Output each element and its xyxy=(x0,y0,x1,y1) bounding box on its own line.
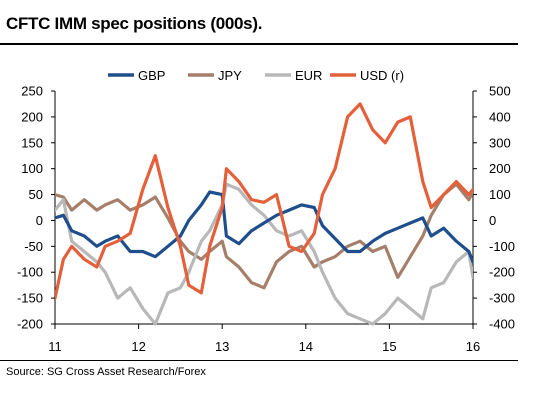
x-tick-label: 12 xyxy=(131,339,145,354)
right-tick-label: 500 xyxy=(489,84,511,99)
title-rule xyxy=(0,43,518,45)
right-tick-label: 200 xyxy=(489,161,511,176)
legend-label: EUR xyxy=(295,68,322,83)
left-tick-label: -150 xyxy=(17,291,43,306)
x-tick-label: 11 xyxy=(48,339,62,354)
left-axis: 250 200 150 100 50 0 -50 -100 -150 -200 xyxy=(17,84,56,332)
right-tick-label: 400 xyxy=(489,109,511,124)
left-tick-label: 250 xyxy=(21,84,43,99)
right-axis: 500 400 300 200 100 0 -100 -200 -300 -400 xyxy=(472,84,515,332)
left-tick-label: -200 xyxy=(17,317,43,332)
left-tick-label: -50 xyxy=(24,239,43,254)
right-tick-label: 300 xyxy=(489,135,511,150)
series-line-jpy xyxy=(55,182,473,290)
source-note: Source: SG Cross Asset Research/Forex xyxy=(6,366,206,378)
x-tick-label: 16 xyxy=(466,339,480,354)
left-tick-label: 150 xyxy=(21,135,43,150)
x-tick-label: 13 xyxy=(215,339,229,354)
right-tick-label: -300 xyxy=(489,291,515,306)
right-tick-label: -200 xyxy=(489,265,515,280)
chart-title: CFTC IMM spec positions (000s). xyxy=(6,14,263,33)
legend-label: JPY xyxy=(218,68,242,83)
right-tick-label: -400 xyxy=(489,317,515,332)
left-tick-label: 0 xyxy=(36,213,43,228)
x-tick-label: 15 xyxy=(382,339,396,354)
x-tick-label: 14 xyxy=(299,339,313,354)
series-line-eur xyxy=(55,182,473,326)
legend: GBP JPY EUR USD (r) xyxy=(108,68,404,83)
right-tick-label: 0 xyxy=(489,213,496,228)
legend-label: USD (r) xyxy=(360,68,404,83)
left-tick-label: -100 xyxy=(17,265,43,280)
source-rule xyxy=(0,360,518,361)
left-tick-label: 50 xyxy=(29,187,43,202)
series-lines xyxy=(55,102,473,326)
legend-label: GBP xyxy=(138,68,165,83)
x-axis: 11 12 13 14 15 16 xyxy=(48,323,480,354)
series-line-usd-r xyxy=(55,102,473,300)
left-tick-label: 100 xyxy=(21,161,43,176)
right-tick-label: 100 xyxy=(489,187,511,202)
left-tick-label: 200 xyxy=(21,109,43,124)
right-tick-label: -100 xyxy=(489,239,515,254)
